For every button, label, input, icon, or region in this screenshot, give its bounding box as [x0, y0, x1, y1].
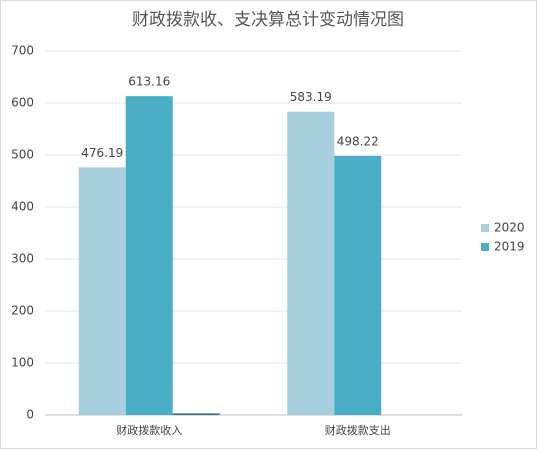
x-tick-label: 财政拨款支出 — [325, 423, 391, 437]
bar — [334, 155, 382, 415]
data-label: 613.16 — [128, 75, 170, 89]
y-tick-label: 400 — [11, 200, 34, 214]
y-tick-label: 0 — [26, 408, 34, 422]
y-tick-label: 100 — [11, 356, 34, 370]
chart-title: 财政拨款收、支决算总计变动情况图 — [132, 10, 404, 30]
y-tick-label: 600 — [11, 96, 34, 110]
legend-label: 2019 — [494, 240, 525, 254]
data-label: 476.19 — [81, 146, 123, 160]
legend-swatch — [481, 224, 489, 232]
x-tick-label: 财政拨款收入 — [116, 423, 182, 437]
y-tick-label: 200 — [11, 304, 34, 318]
data-label: 498.22 — [337, 134, 379, 148]
y-tick-label: 500 — [11, 148, 34, 162]
legend-swatch — [481, 243, 489, 251]
legend-label: 2020 — [494, 221, 525, 235]
bar — [125, 96, 173, 415]
data-label: 583.19 — [290, 90, 332, 104]
bar — [78, 167, 126, 415]
y-tick-label: 700 — [11, 44, 34, 58]
y-tick-label: 300 — [11, 252, 34, 266]
bar — [287, 111, 335, 415]
bar — [172, 413, 220, 415]
